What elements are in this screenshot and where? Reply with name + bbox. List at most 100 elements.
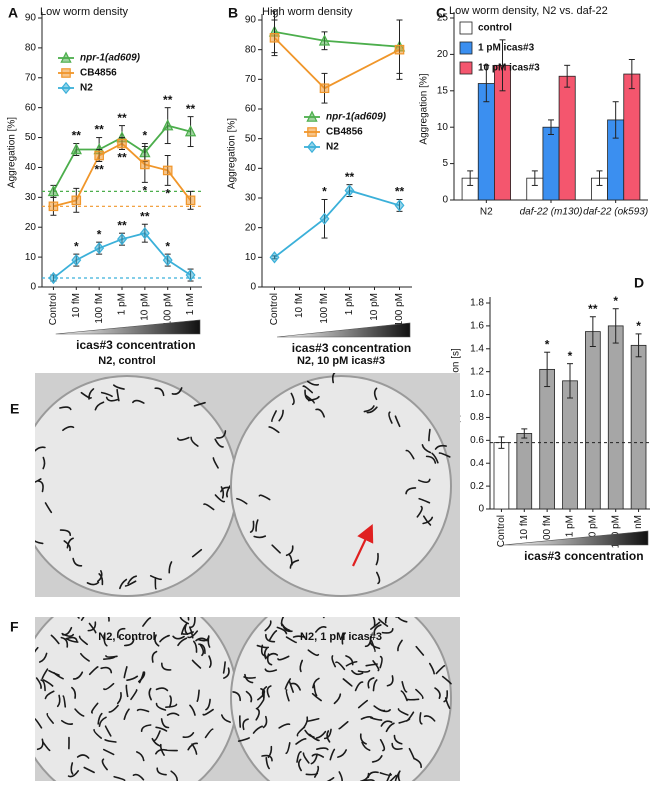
worm [93, 728, 103, 739]
worm [80, 391, 92, 399]
worm [423, 715, 436, 722]
worm [46, 713, 54, 724]
worm [40, 679, 46, 692]
worm [168, 561, 173, 574]
worm [425, 455, 437, 464]
worm [405, 487, 417, 495]
worm [126, 675, 139, 681]
worm [203, 503, 215, 511]
worm [285, 689, 290, 702]
worm [101, 758, 108, 771]
worm [60, 636, 69, 648]
worm [88, 666, 99, 676]
worm [125, 789, 133, 793]
worm [287, 553, 293, 566]
worm [61, 719, 74, 725]
significance-label: ** [72, 129, 82, 143]
worm [41, 668, 49, 680]
worm [177, 637, 188, 647]
worm [42, 456, 46, 470]
worm [170, 770, 179, 781]
worm [86, 581, 100, 586]
worm [123, 708, 130, 721]
worm [292, 635, 306, 638]
worm [35, 677, 42, 689]
worm [329, 748, 336, 761]
legend-swatch [459, 41, 473, 55]
worm [394, 415, 401, 428]
y-axis-label: Aggregation [%] [419, 73, 430, 144]
worm [151, 737, 162, 747]
image-caption: N2, 1 pM icas#3 [300, 631, 382, 643]
worm [397, 772, 401, 781]
y-tick-label: 10 [25, 252, 37, 263]
worm [149, 574, 162, 581]
worm [304, 597, 310, 607]
worm [196, 689, 200, 702]
x-tick-label: 100 pM [394, 293, 405, 326]
worm [280, 617, 285, 627]
worm [360, 716, 374, 720]
bar [562, 380, 578, 510]
worm [386, 675, 394, 687]
worm [380, 720, 393, 727]
worm [62, 425, 75, 432]
worm [391, 742, 403, 750]
x-tick-label: daf-22 (ok593) [583, 207, 648, 218]
y-axis-label: Aggregation [%] [7, 117, 18, 188]
legend-marker [60, 51, 72, 63]
worm [316, 787, 325, 793]
significance-label: ** [395, 185, 405, 199]
arrow [352, 524, 374, 567]
worm [77, 617, 80, 619]
worm [187, 630, 199, 639]
legend-marker [307, 140, 317, 154]
y-tick-label: 70 [245, 74, 257, 85]
worm [140, 610, 150, 614]
worm [72, 557, 83, 567]
x-tick-label: 10 pM [369, 293, 380, 321]
worm [65, 636, 78, 642]
significance-label: * [613, 294, 618, 308]
worm [327, 782, 338, 784]
worm [405, 449, 415, 460]
worm [59, 406, 72, 411]
x-tick-label: Control [269, 293, 280, 325]
worm [22, 482, 29, 490]
worm [117, 608, 128, 609]
worm [255, 708, 260, 721]
legend-swatch [459, 21, 473, 35]
worm [326, 730, 331, 743]
worm [256, 689, 266, 701]
y-tick-label: 25 [437, 13, 449, 24]
worm [371, 783, 381, 788]
y-tick-label: 1.0 [470, 389, 484, 400]
worm [361, 741, 371, 752]
worm [205, 698, 211, 711]
worm [137, 671, 146, 683]
x-axis-label: icas#3 concentration [76, 338, 195, 352]
worm [222, 661, 226, 674]
worm [323, 728, 332, 740]
worm [204, 728, 214, 739]
y-tick-label: 30 [25, 192, 37, 203]
worm [389, 774, 397, 781]
gradient-wedge [503, 530, 649, 546]
worm [35, 646, 39, 653]
legend-label: npr-1(ad609) [326, 112, 387, 123]
worm [136, 708, 150, 713]
marker [94, 150, 104, 161]
worm [112, 384, 125, 390]
worm [396, 617, 408, 623]
marker [117, 233, 127, 246]
y-tick-label: 1.6 [470, 321, 484, 332]
y-tick-label: 1.4 [470, 343, 484, 354]
significance-label: * [97, 227, 102, 241]
worm [214, 438, 224, 448]
marker [71, 253, 82, 267]
y-tick-label: 30 [245, 193, 257, 204]
x-tick-label: 1 pM [565, 515, 576, 537]
y-tick-label: 40 [245, 163, 257, 174]
photo-panel [22, 373, 460, 597]
marker [319, 212, 330, 225]
